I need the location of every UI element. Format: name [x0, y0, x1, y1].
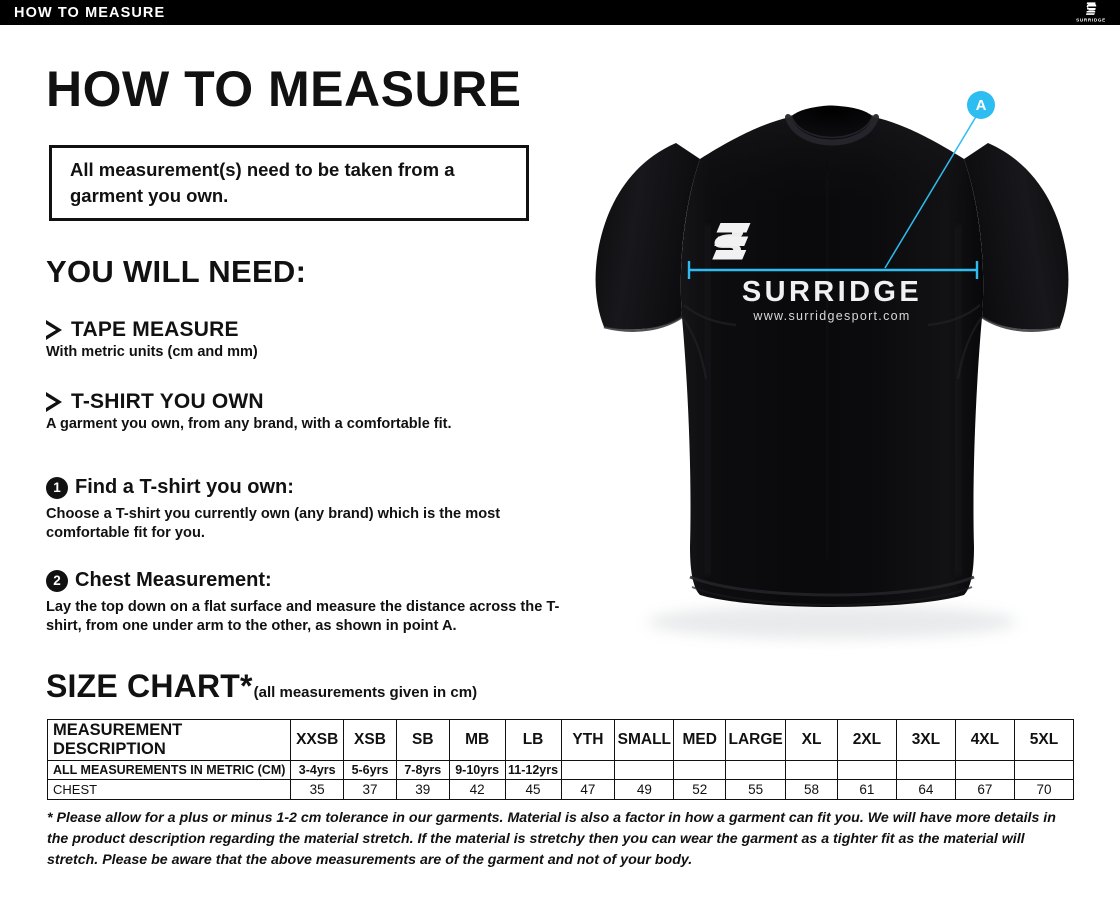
size-chart-note: (all measurements given in cm): [253, 684, 478, 701]
table-header-cell: 3XL: [895, 719, 956, 761]
table-cell: 55: [725, 779, 787, 800]
table-cell: [614, 760, 675, 780]
table-row-label: ALL MEASUREMENTS IN METRIC (CM): [46, 760, 292, 780]
table-cell: 64: [895, 779, 956, 800]
table-header-cell: YTH: [560, 719, 616, 761]
marker-leader-line: [884, 109, 981, 269]
table-cell: 58: [785, 779, 838, 800]
table-header-cell: XSB: [343, 719, 397, 761]
size-chart-table: MEASUREMENT DESCRIPTION XXSB XSB SB MB L…: [46, 719, 1075, 800]
shirt-brand-wordmark: SURRIDGE: [742, 276, 922, 308]
step-title: Chest Measurement:: [75, 569, 272, 591]
table-cell: [725, 760, 787, 780]
table-cell: [895, 760, 956, 780]
need-item-subtitle: A garment you own, from any brand, with …: [46, 416, 452, 432]
footnote-text: * Please allow for a plus or minus 1-2 c…: [47, 810, 1056, 868]
table-cell: 39: [395, 779, 450, 800]
table-cell: 45: [504, 779, 562, 800]
table-cell: 52: [673, 779, 727, 800]
step-body: Lay the top down on a flat surface and m…: [46, 599, 560, 635]
table-header-cell: 2XL: [836, 719, 897, 761]
table-cell: 7-8yrs: [395, 760, 450, 780]
table-cell: 37: [343, 779, 397, 800]
top-bar-title: HOW TO MEASURE: [14, 5, 166, 21]
need-item-title: TAPE MEASURE: [71, 318, 239, 341]
table-cell: [1013, 760, 1075, 780]
table-header-cell: SMALL: [614, 719, 675, 761]
table-header-cell: 4XL: [954, 719, 1015, 761]
table-cell: 35: [290, 779, 345, 800]
triangle-bullet-icon: [46, 320, 62, 340]
table-cell: 3-4yrs: [290, 760, 345, 780]
table-header-cell: MB: [448, 719, 506, 761]
shirt-url-text: www.surridgesport.com: [752, 309, 910, 323]
need-item-title: T-SHIRT YOU OWN: [71, 390, 264, 413]
size-chart-title: SIZE CHART*: [46, 668, 253, 704]
table-cell: 61: [836, 779, 897, 800]
page-title: HOW TO MEASURE: [46, 61, 522, 117]
table-cell: [785, 760, 838, 780]
table-cell: 9-10yrs: [448, 760, 506, 780]
table-header-row: MEASUREMENT DESCRIPTION XXSB XSB SB MB L…: [46, 719, 1075, 761]
need-item-subtitle: With metric units (cm and mm): [46, 344, 258, 360]
table-header-cell: LB: [504, 719, 562, 761]
size-chart-heading: SIZE CHART* (all measurements given in c…: [46, 668, 477, 705]
need-item-tshirt-you-own: T-SHIRT YOU OWN A garment you own, from …: [46, 390, 452, 432]
you-will-need-heading: YOU WILL NEED:: [46, 254, 307, 289]
step-number-badge: 1: [46, 476, 68, 499]
table-cell: 70: [1013, 779, 1075, 800]
table-header-cell: 5XL: [1013, 719, 1075, 761]
table-cell: 67: [954, 779, 1015, 800]
svg-text:SURRIDGE: SURRIDGE: [1076, 18, 1106, 23]
table-header-cell: LARGE: [725, 719, 787, 761]
table-row-label: CHEST: [46, 779, 292, 800]
callout-text: All measurement(s) need to be taken from…: [70, 159, 455, 206]
chest-measurement-line: [687, 261, 979, 279]
table-header-cell: XXSB: [290, 719, 345, 761]
table-row-ages: ALL MEASUREMENTS IN METRIC (CM) 3-4yrs 5…: [46, 760, 1075, 780]
chest-logo-icon: [712, 223, 751, 260]
step-1: 1 Find a T-shirt you own: Choose a T-shi…: [46, 476, 586, 544]
table-header-cell: XL: [785, 719, 838, 761]
table-cell: 49: [614, 779, 675, 800]
triangle-bullet-icon: [46, 392, 62, 412]
table-cell: 5-6yrs: [343, 760, 397, 780]
table-cell: 47: [560, 779, 616, 800]
table-cell: [954, 760, 1015, 780]
table-cell: 42: [448, 779, 506, 800]
callout-box: All measurement(s) need to be taken from…: [49, 145, 529, 221]
surridge-logo-icon: SURRIDGE: [1076, 2, 1106, 23]
table-row-chest: CHEST 35 37 39 42 45 47 49 52 55 58 61 6…: [46, 779, 1075, 800]
step-2: 2 Chest Measurement: Lay the top down on…: [46, 569, 586, 637]
step-body: Choose a T-shirt you currently own (any …: [46, 506, 501, 542]
table-header-description: MEASUREMENT DESCRIPTION: [46, 719, 292, 761]
step-number-badge: 2: [46, 569, 68, 592]
table-cell: [836, 760, 897, 780]
tshirt-illustration: SURRIDGE www.surridgesport.com: [595, 105, 1069, 639]
need-item-tape-measure: TAPE MEASURE With metric units (cm and m…: [46, 318, 258, 360]
table-header-cell: MED: [673, 719, 727, 761]
step-title: Find a T-shirt you own:: [75, 476, 294, 498]
table-header-cell: SB: [395, 719, 450, 761]
table-cell: [673, 760, 727, 780]
table-cell: 11-12yrs: [504, 760, 562, 780]
marker-a-badge: A: [967, 91, 995, 119]
top-bar: HOW TO MEASURE SURRIDGE: [0, 0, 1120, 25]
table-cell: [560, 760, 616, 780]
